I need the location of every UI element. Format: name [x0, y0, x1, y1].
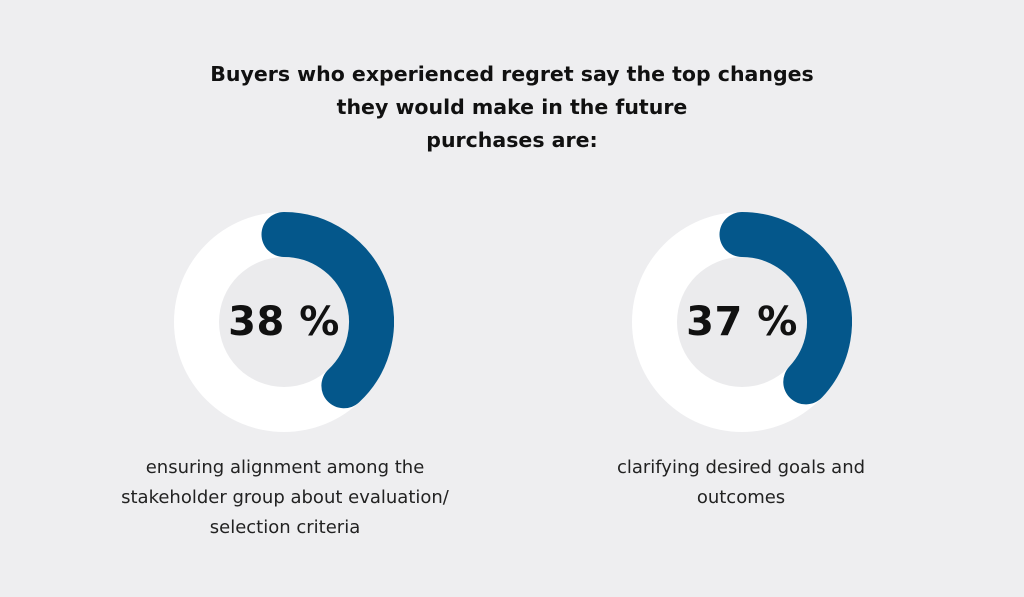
caption-line: clarifying desired goals and — [616, 457, 866, 478]
percent-label: 37 % — [686, 299, 798, 345]
title-line: Buyers who experienced regret say the to… — [210, 62, 814, 86]
caption-line: selection criteria — [209, 517, 361, 538]
donut-chart-2: 37 % — [632, 212, 852, 432]
chart-title: Buyers who experienced regret say the to… — [0, 58, 1024, 157]
caption-1: ensuring alignment among the stakeholder… — [75, 453, 495, 543]
donut-arc — [719, 212, 852, 405]
donut-center — [677, 257, 807, 387]
donut-center — [219, 257, 349, 387]
donut-arc — [261, 212, 394, 409]
donut-chart-1: 38 % — [174, 212, 394, 432]
caption-2: clarifying desired goals and outcomes — [531, 453, 951, 513]
caption-line: outcomes — [696, 487, 786, 508]
title-line: they would make in the future — [336, 95, 688, 119]
donut-svg — [174, 212, 394, 432]
caption-line: stakeholder group about evaluation/ — [121, 487, 449, 508]
caption-line: ensuring alignment among the — [145, 457, 425, 478]
title-line: purchases are: — [426, 128, 598, 152]
percent-label: 38 % — [228, 299, 340, 345]
donut-svg — [632, 212, 852, 432]
